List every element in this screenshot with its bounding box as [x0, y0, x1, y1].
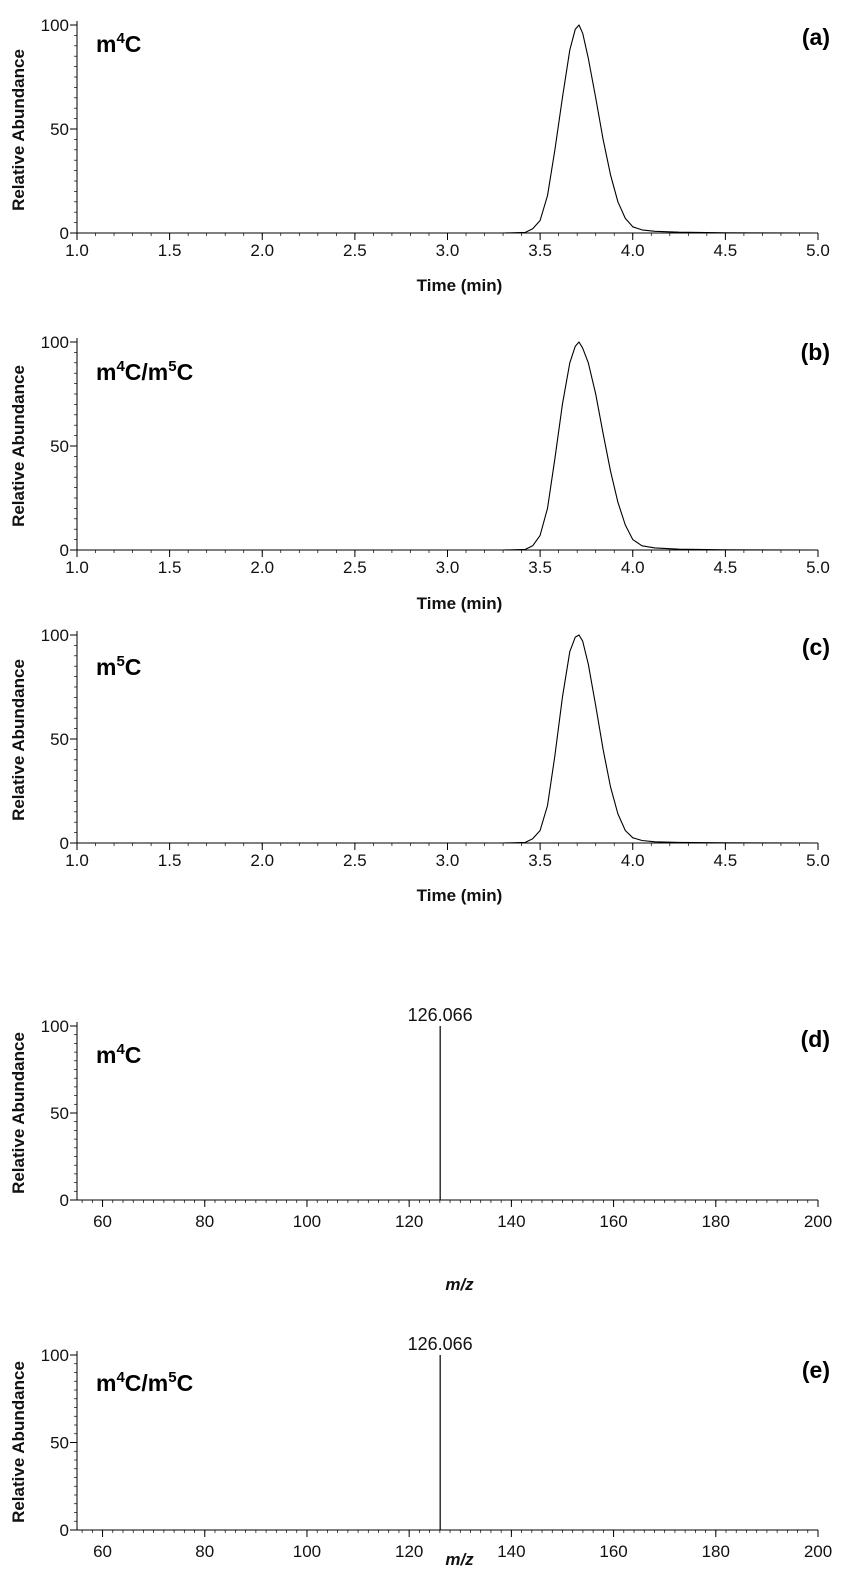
x-tick-label: 180	[702, 1212, 730, 1231]
compound-label: m4C/m5C	[96, 1369, 193, 1396]
x-tick-label: 2.0	[250, 241, 274, 260]
y-axis-title: Relative Abundance	[9, 1032, 28, 1194]
x-tick-label: 3.0	[436, 851, 460, 870]
compound-label: m4C/m5C	[96, 358, 193, 385]
x-axis-title: Time (min)	[417, 886, 503, 905]
x-axis-title: Time (min)	[417, 594, 503, 613]
x-tick-label: 80	[195, 1542, 214, 1561]
x-tick-label: 5.0	[806, 241, 830, 260]
chromatogram-trace	[77, 341, 819, 551]
y-tick-label: 100	[41, 626, 69, 645]
x-tick-label: 5.0	[806, 851, 830, 870]
x-axis-title: Time (min)	[417, 276, 503, 295]
x-tick-label: 60	[93, 1212, 112, 1231]
y-tick-label: 50	[50, 437, 69, 456]
x-tick-label: 1.5	[158, 851, 182, 870]
x-tick-label: 3.5	[528, 241, 552, 260]
x-tick-label: 4.0	[621, 851, 645, 870]
x-tick-label: 60	[93, 1542, 112, 1561]
x-tick-label: 4.5	[714, 241, 738, 260]
x-axis-title: m/z	[445, 1550, 474, 1569]
x-tick-label: 1.5	[158, 558, 182, 577]
panel-letter: (d)	[801, 1026, 830, 1052]
panel-letter: (b)	[801, 339, 830, 365]
x-tick-label: 1.0	[65, 558, 89, 577]
x-axis-title: m/z	[445, 1275, 474, 1294]
x-tick-label: 1.5	[158, 241, 182, 260]
x-tick-label: 2.5	[343, 558, 367, 577]
y-tick-label: 50	[50, 1434, 69, 1453]
x-tick-label: 3.0	[436, 558, 460, 577]
chromatogram-trace	[77, 634, 819, 844]
y-axis-title: Relative Abundance	[9, 365, 28, 527]
x-tick-label: 3.0	[436, 241, 460, 260]
x-tick-label: 4.0	[621, 241, 645, 260]
x-tick-label: 2.0	[250, 851, 274, 870]
y-tick-label: 0	[60, 224, 69, 243]
x-tick-label: 2.5	[343, 851, 367, 870]
x-tick-label: 5.0	[806, 558, 830, 577]
x-tick-label: 160	[599, 1542, 627, 1561]
x-tick-label: 200	[804, 1542, 832, 1561]
compound-label: m5C	[96, 653, 141, 680]
y-tick-label: 50	[50, 1104, 69, 1123]
x-tick-label: 1.0	[65, 241, 89, 260]
y-tick-label: 100	[41, 1017, 69, 1036]
y-tick-label: 100	[41, 16, 69, 35]
compound-label: m4C	[96, 1041, 141, 1068]
x-tick-label: 4.5	[714, 851, 738, 870]
y-tick-label: 50	[50, 120, 69, 139]
peak-label: 126.066	[408, 1005, 473, 1025]
y-tick-label: 0	[60, 834, 69, 853]
x-tick-label: 2.0	[250, 558, 274, 577]
x-tick-label: 2.5	[343, 241, 367, 260]
chromatogram-trace	[77, 24, 819, 234]
compound-label: m4C	[96, 30, 141, 57]
panel-letter: (c)	[802, 634, 830, 660]
x-tick-label: 100	[293, 1542, 321, 1561]
peak-label: 126.066	[408, 1334, 473, 1354]
x-tick-label: 4.5	[714, 558, 738, 577]
y-axis-title: Relative Abundance	[9, 49, 28, 211]
x-tick-label: 4.0	[621, 558, 645, 577]
y-axis-title: Relative Abundance	[9, 1361, 28, 1523]
x-tick-label: 120	[395, 1212, 423, 1231]
y-tick-label: 0	[60, 1521, 69, 1540]
y-tick-label: 0	[60, 1191, 69, 1210]
x-tick-label: 1.0	[65, 851, 89, 870]
x-tick-label: 180	[702, 1542, 730, 1561]
x-tick-label: 140	[497, 1212, 525, 1231]
panel-letter: (e)	[802, 1357, 830, 1383]
x-tick-label: 140	[497, 1542, 525, 1561]
y-tick-label: 100	[41, 333, 69, 352]
x-tick-label: 3.5	[528, 558, 552, 577]
x-tick-label: 80	[195, 1212, 214, 1231]
panel-letter: (a)	[802, 24, 830, 50]
y-axis-title: Relative Abundance	[9, 659, 28, 821]
y-tick-label: 50	[50, 730, 69, 749]
x-tick-label: 3.5	[528, 851, 552, 870]
x-tick-label: 120	[395, 1542, 423, 1561]
x-tick-label: 200	[804, 1212, 832, 1231]
x-tick-label: 100	[293, 1212, 321, 1231]
x-tick-label: 160	[599, 1212, 627, 1231]
y-tick-label: 100	[41, 1346, 69, 1365]
y-tick-label: 0	[60, 541, 69, 560]
